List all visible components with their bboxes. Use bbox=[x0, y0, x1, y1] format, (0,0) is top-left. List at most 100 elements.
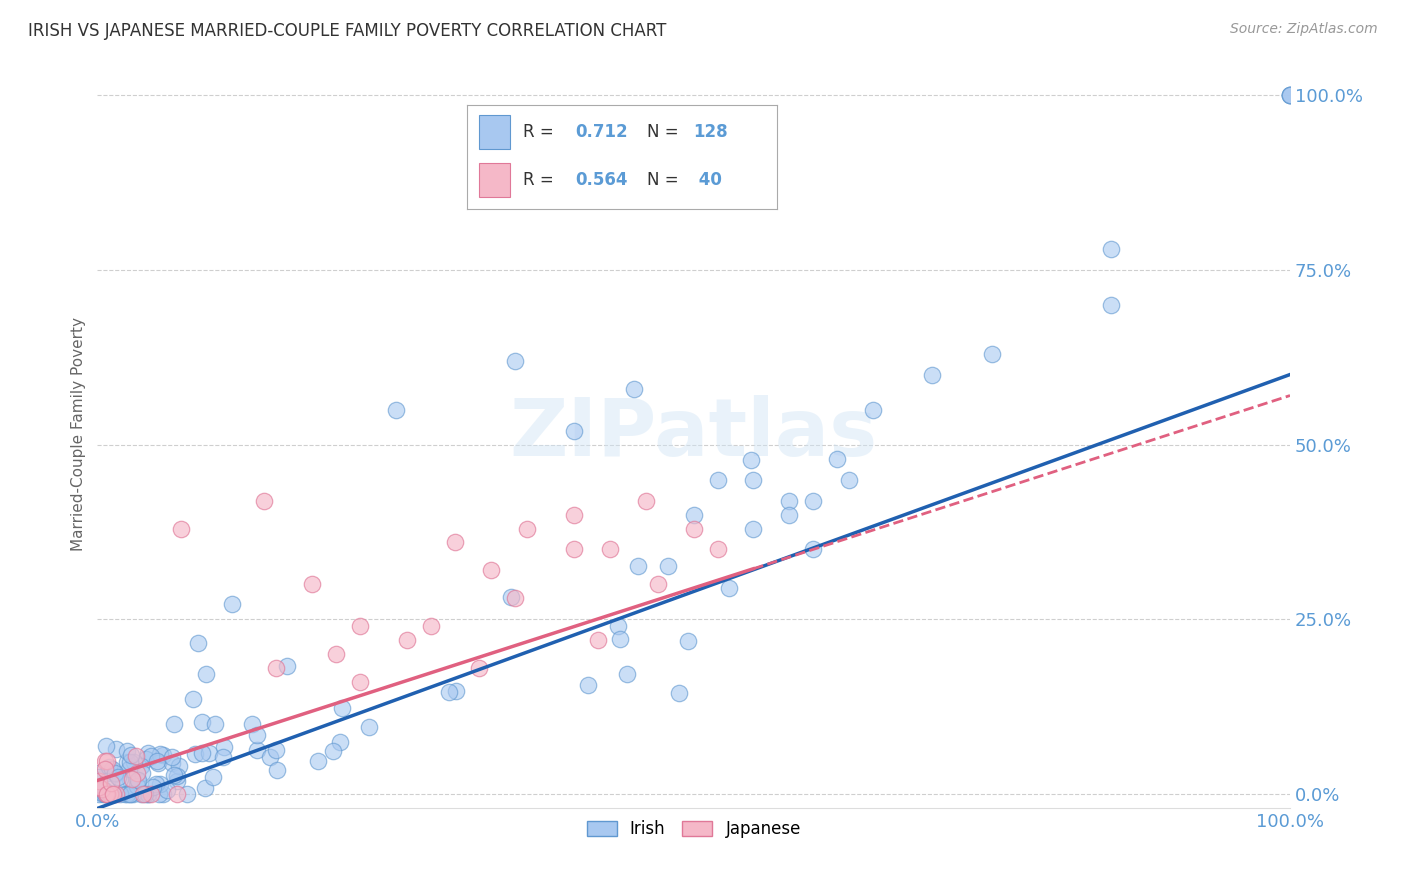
Point bbox=[91, 788, 114, 802]
Point bbox=[349, 675, 371, 690]
Point bbox=[253, 493, 276, 508]
Point bbox=[706, 542, 728, 557]
Point bbox=[90, 782, 112, 797]
Point bbox=[503, 353, 526, 368]
Point bbox=[127, 772, 149, 787]
Point bbox=[127, 779, 149, 793]
Point bbox=[118, 755, 141, 769]
Point bbox=[117, 788, 139, 802]
Point bbox=[184, 747, 207, 761]
Point bbox=[634, 493, 657, 508]
Point bbox=[330, 701, 353, 715]
Point bbox=[503, 591, 526, 606]
Point bbox=[166, 769, 188, 783]
Point bbox=[212, 740, 235, 755]
Point bbox=[94, 754, 117, 768]
Point bbox=[146, 754, 169, 768]
Point bbox=[96, 774, 118, 789]
Point bbox=[1279, 87, 1302, 102]
Point bbox=[668, 686, 690, 700]
Point bbox=[136, 788, 159, 802]
Point bbox=[152, 748, 174, 763]
Legend: Irish, Japanese: Irish, Japanese bbox=[579, 814, 807, 845]
Point bbox=[100, 788, 122, 802]
Point bbox=[170, 521, 193, 535]
Point bbox=[98, 788, 121, 802]
Point bbox=[129, 788, 152, 802]
Point bbox=[564, 424, 586, 438]
Text: Source: ZipAtlas.com: Source: ZipAtlas.com bbox=[1230, 22, 1378, 37]
Point bbox=[627, 558, 650, 573]
Point bbox=[623, 382, 645, 396]
Point bbox=[105, 742, 128, 756]
Point bbox=[96, 787, 118, 801]
Y-axis label: Married-Couple Family Poverty: Married-Couple Family Poverty bbox=[72, 317, 86, 551]
Point bbox=[564, 542, 586, 557]
Point bbox=[100, 776, 122, 790]
Point bbox=[221, 598, 243, 612]
Point bbox=[1279, 87, 1302, 102]
Text: ZIPatlas: ZIPatlas bbox=[509, 395, 877, 473]
Point bbox=[87, 770, 110, 784]
Point bbox=[322, 744, 344, 758]
Point bbox=[357, 720, 380, 734]
Point bbox=[94, 788, 117, 802]
Point bbox=[156, 783, 179, 797]
Point bbox=[778, 493, 800, 508]
Point bbox=[162, 749, 184, 764]
Point bbox=[118, 788, 141, 802]
Point bbox=[201, 770, 224, 784]
Point bbox=[616, 666, 638, 681]
Point bbox=[122, 788, 145, 802]
Point bbox=[420, 619, 443, 633]
Point bbox=[100, 762, 122, 776]
Point bbox=[108, 788, 131, 802]
Point bbox=[329, 735, 352, 749]
Point bbox=[87, 788, 110, 802]
Point bbox=[599, 542, 621, 557]
Point bbox=[110, 772, 132, 786]
Point bbox=[160, 756, 183, 771]
Point bbox=[129, 759, 152, 773]
Point bbox=[980, 346, 1002, 360]
Point bbox=[152, 788, 174, 802]
Point bbox=[135, 752, 157, 766]
Point bbox=[609, 632, 631, 647]
Point bbox=[97, 788, 120, 802]
Point bbox=[246, 728, 269, 742]
Point bbox=[242, 716, 264, 731]
Point bbox=[676, 634, 699, 648]
Point bbox=[118, 762, 141, 776]
Point bbox=[125, 766, 148, 780]
Point bbox=[134, 788, 156, 802]
Point bbox=[838, 473, 860, 487]
Point bbox=[264, 661, 287, 675]
Point bbox=[104, 766, 127, 780]
Point bbox=[740, 453, 762, 467]
Point bbox=[191, 714, 214, 729]
Point bbox=[276, 658, 298, 673]
Point bbox=[682, 508, 704, 522]
Point bbox=[266, 763, 288, 777]
Point bbox=[96, 787, 118, 801]
Point bbox=[120, 788, 142, 802]
Point bbox=[187, 636, 209, 650]
Point bbox=[91, 787, 114, 801]
Point bbox=[588, 633, 610, 648]
Point bbox=[444, 535, 467, 549]
Point bbox=[127, 773, 149, 788]
Point bbox=[1099, 242, 1122, 256]
Point bbox=[94, 788, 117, 802]
Point bbox=[706, 473, 728, 487]
Point bbox=[93, 782, 115, 797]
Point bbox=[564, 508, 586, 522]
Point bbox=[163, 768, 186, 782]
Point bbox=[98, 760, 121, 774]
Point bbox=[204, 717, 226, 731]
Point bbox=[801, 542, 824, 557]
Point bbox=[107, 770, 129, 784]
Point bbox=[121, 772, 143, 786]
Point bbox=[921, 368, 943, 382]
Point bbox=[96, 788, 118, 802]
Point bbox=[120, 747, 142, 762]
